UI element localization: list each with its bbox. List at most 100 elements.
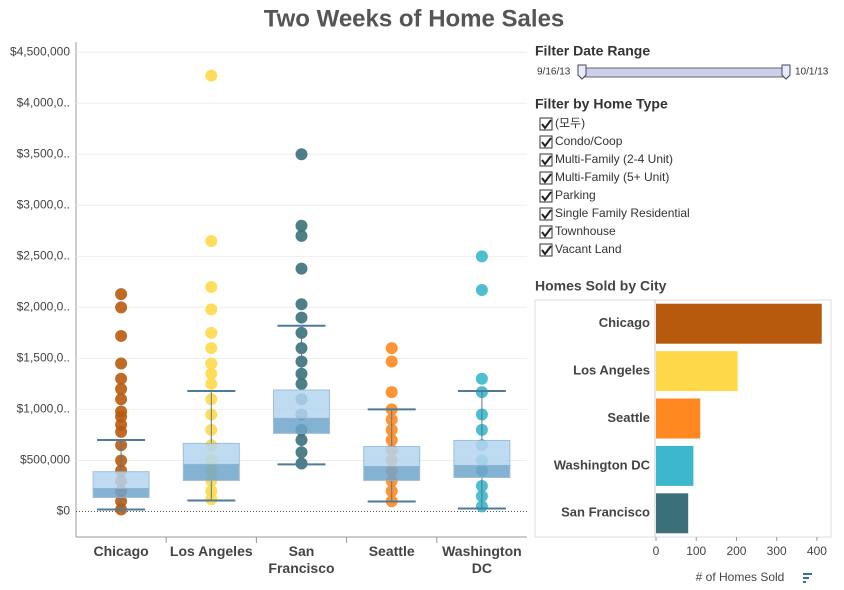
checkbox-label[interactable]: Parking xyxy=(555,188,596,202)
data-point xyxy=(295,229,308,242)
y-tick-label: San Francisco xyxy=(561,505,650,520)
x-tick-label: 0 xyxy=(653,544,660,558)
data-point xyxy=(115,329,128,342)
data-point xyxy=(205,69,218,82)
x-tick-label: Chicago xyxy=(93,543,149,559)
y-tick-label: Washington DC xyxy=(554,457,651,472)
data-point xyxy=(115,357,128,370)
data-point xyxy=(205,280,218,293)
data-point xyxy=(115,383,128,396)
checkbox-label[interactable]: Townhouse xyxy=(555,224,616,238)
dashboard-title: Two Weeks of Home Sales xyxy=(264,5,565,32)
bar xyxy=(656,445,694,486)
bar xyxy=(656,398,701,439)
box-lower xyxy=(92,488,150,499)
box-upper xyxy=(273,389,330,419)
box-lower xyxy=(182,463,240,481)
y-tick-label: $2,000,0.. xyxy=(17,300,70,314)
box-lower xyxy=(363,465,421,481)
y-tick-label: $4,000,0.. xyxy=(17,95,70,109)
bar xyxy=(656,493,689,534)
data-point xyxy=(205,303,218,316)
x-tick-label: Washington DC xyxy=(442,543,522,576)
x-axis-title: # of Homes Sold xyxy=(696,570,785,584)
x-tick-label: 400 xyxy=(807,544,827,558)
checkmark[interactable] xyxy=(541,209,552,220)
checkbox[interactable] xyxy=(539,153,553,167)
x-tick-label: 300 xyxy=(767,544,787,558)
data-point xyxy=(295,148,308,161)
data-point xyxy=(115,425,128,438)
y-tick-label: $3,000,0.. xyxy=(17,197,70,211)
y-tick-label: Chicago xyxy=(599,315,650,330)
sort-icon[interactable] xyxy=(803,573,812,583)
data-point xyxy=(475,372,488,385)
checkbox-label[interactable]: Condo/Coop xyxy=(555,134,623,148)
y-tick-label: $3,500,0.. xyxy=(17,146,70,160)
slider-handle[interactable] xyxy=(781,64,791,80)
checkmark[interactable] xyxy=(541,155,552,166)
data-point xyxy=(205,342,218,355)
checkbox[interactable] xyxy=(539,225,553,239)
filter-title: Filter Date Range xyxy=(535,43,650,59)
filter-title: Filter by Home Type xyxy=(535,96,668,112)
date-end: 10/1/13 xyxy=(795,67,829,78)
checkmark[interactable] xyxy=(541,173,552,184)
checkbox[interactable] xyxy=(539,171,553,185)
bar xyxy=(656,303,822,344)
box-upper xyxy=(92,471,150,490)
box-upper xyxy=(363,445,421,467)
bar xyxy=(656,351,738,392)
data-point xyxy=(295,311,308,324)
x-tick-label: Seattle xyxy=(368,543,415,559)
data-point xyxy=(385,342,398,355)
data-point xyxy=(475,284,488,297)
checkbox-label[interactable]: Multi-Family (2-4 Unit) xyxy=(555,152,673,166)
data-point xyxy=(295,298,308,311)
data-point xyxy=(295,262,308,275)
x-tick-label: Los Angeles xyxy=(169,543,253,559)
checkbox-label[interactable]: Single Family Residential xyxy=(555,206,690,220)
checkbox-label[interactable]: Vacant Land xyxy=(555,242,622,256)
y-tick-label: $1,000,0.. xyxy=(17,402,70,416)
data-point xyxy=(115,288,128,301)
plot-frame xyxy=(534,299,832,538)
box-lower xyxy=(273,417,330,434)
y-tick-label: $4,500,000 xyxy=(10,44,70,58)
slider-handle[interactable] xyxy=(577,64,587,80)
checkbox-label[interactable]: Multi-Family (5+ Unit) xyxy=(555,170,669,184)
checkmark[interactable] xyxy=(541,137,552,148)
checkbox-label[interactable]: (모두) xyxy=(555,116,585,130)
x-tick-label: 200 xyxy=(726,544,746,558)
date-slider[interactable] xyxy=(581,67,789,78)
data-point xyxy=(205,357,218,370)
data-point xyxy=(115,393,128,406)
checkbox[interactable] xyxy=(539,135,553,149)
date-start: 9/16/13 xyxy=(537,67,571,78)
x-tick-label: San Francisco xyxy=(268,543,335,576)
checkbox[interactable] xyxy=(539,207,553,221)
checkmark[interactable] xyxy=(541,119,552,130)
data-point xyxy=(385,386,398,399)
data-point xyxy=(295,219,308,232)
checkmark[interactable] xyxy=(541,245,552,256)
data-point xyxy=(205,326,218,339)
checkbox[interactable] xyxy=(539,243,553,257)
checkbox[interactable] xyxy=(539,117,553,131)
checkmark[interactable] xyxy=(541,191,552,202)
y-tick-label: $0 xyxy=(57,504,71,518)
box-upper xyxy=(453,439,511,466)
data-point xyxy=(115,301,128,314)
checkmark[interactable] xyxy=(541,227,552,238)
data-point xyxy=(475,250,488,263)
y-tick-label: $500,000 xyxy=(20,453,70,467)
bar-chart-title: Homes Sold by City xyxy=(535,278,667,294)
data-point xyxy=(115,372,128,385)
data-point xyxy=(205,235,218,248)
y-tick-label: $1,500,0.. xyxy=(17,351,70,365)
checkbox[interactable] xyxy=(539,189,553,203)
data-point xyxy=(385,355,398,368)
box-lower xyxy=(453,464,511,478)
